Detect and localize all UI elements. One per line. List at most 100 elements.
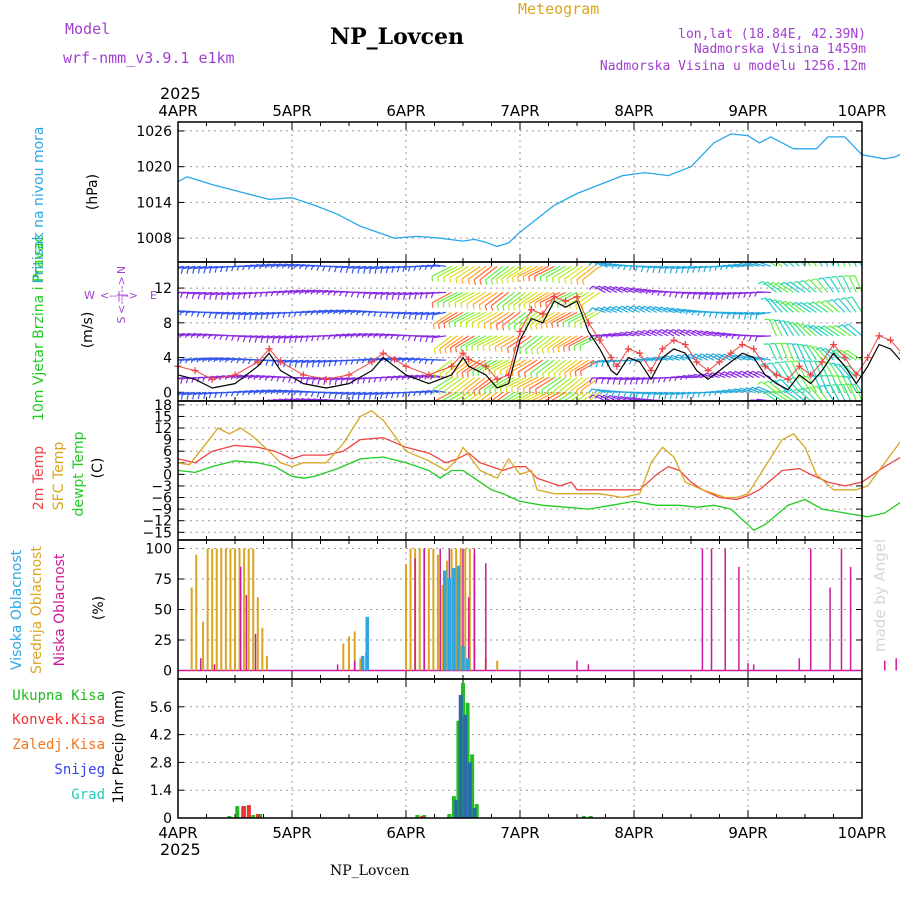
wind-barb-flag	[306, 362, 309, 368]
wind-barb	[774, 343, 783, 361]
wind-barb-flag	[207, 357, 212, 363]
wind-barb	[244, 335, 258, 338]
wind-barb-flag	[185, 358, 189, 364]
wind-barb	[547, 377, 566, 391]
meteogram-label: Meteogram	[518, 0, 599, 18]
wind-barb	[851, 296, 862, 313]
year-label-top: 2025	[160, 84, 201, 103]
wind-barb-flag	[276, 290, 280, 296]
wind-barb-flag	[658, 268, 661, 274]
wind-barb-flag	[755, 398, 758, 401]
wind-barb-flag	[719, 332, 724, 338]
wind-barb-flag	[430, 264, 434, 270]
wind-barb-flag	[288, 312, 291, 318]
wind-barb	[694, 291, 709, 295]
wind-barb-flag	[396, 334, 400, 340]
wind-barb-flag	[500, 347, 503, 353]
wind-barb	[632, 305, 646, 313]
wind-barb-flag	[350, 333, 354, 339]
wind-barb-flag	[467, 413, 468, 418]
wind-barb-flag	[203, 294, 206, 300]
wind-barb	[603, 394, 618, 401]
wind-barb	[500, 359, 521, 371]
wind-barb	[592, 307, 606, 313]
wind-barb-flag	[242, 390, 246, 396]
wind-barb	[551, 291, 572, 303]
wind-barb-flag	[693, 403, 694, 408]
wind-barb-flag	[338, 333, 343, 339]
wind-barb-flag	[226, 294, 229, 300]
wind-barb-flag	[299, 378, 303, 384]
wind-barb-flag	[785, 281, 791, 286]
wind-barb-flag	[438, 389, 441, 395]
wind-barb-flag	[594, 394, 599, 399]
wind-barb	[495, 391, 509, 401]
cloud-high-ylabel: Visoka Oblacnost	[9, 549, 25, 670]
wind-barb-flag	[697, 267, 701, 273]
compass-arrows-horizontal: <--|-->	[100, 289, 138, 302]
wind-barb-flag	[719, 265, 724, 271]
wind-barb-flag	[237, 336, 240, 342]
wind-barb	[800, 376, 812, 393]
wind-barb	[478, 291, 498, 306]
wind-barb-flag	[396, 392, 400, 398]
wind-barb-flag	[367, 311, 371, 317]
wind-barb-flag	[408, 294, 411, 300]
wind-barb	[671, 307, 686, 313]
wind-barb-flag	[646, 267, 650, 273]
wind-barb	[536, 335, 555, 350]
wind-barb-flag	[433, 373, 436, 379]
wind-barb-flag	[243, 402, 245, 407]
elevation-text: Nadmorska Visina 1459m	[694, 42, 866, 57]
cloud-bar	[359, 658, 362, 671]
wind-barb-flag	[288, 337, 292, 343]
wind-barb-flag	[714, 390, 718, 396]
wind-barb-flag	[444, 348, 447, 354]
precip-bar	[470, 754, 475, 818]
wind-barb	[546, 311, 566, 324]
wind-barb	[509, 391, 527, 401]
wind-barb	[488, 359, 509, 371]
cloud-bar	[496, 660, 499, 671]
wind-barb	[803, 387, 817, 401]
wind-barb-flag	[703, 294, 707, 300]
wind-barb-flag	[605, 285, 611, 291]
wind-barb	[830, 262, 835, 267]
wind-barb	[290, 359, 304, 363]
wind-barb-flag	[651, 356, 656, 362]
wind-barb-flag	[293, 390, 297, 396]
wind-barb-flag	[407, 391, 411, 397]
wind-barb	[250, 311, 264, 316]
wind-barb	[490, 400, 492, 401]
wind-barb-flag	[775, 300, 781, 304]
wind-barb	[449, 265, 470, 279]
wind-barb-flag	[438, 403, 439, 408]
wind-barb-flag	[640, 266, 644, 273]
wind-barb-flag	[569, 371, 572, 378]
wind-barb-flag	[766, 362, 772, 365]
wind-barb	[591, 388, 606, 393]
wind-barb	[745, 387, 760, 393]
wind-barb	[410, 291, 424, 296]
wind-barb	[404, 311, 418, 315]
wind-barb-flag	[345, 360, 348, 366]
cloud-bar	[353, 631, 356, 671]
wind-barb	[557, 291, 578, 304]
y-tick-label: 9	[163, 433, 172, 449]
wind-barb	[507, 311, 527, 327]
wind-barb-flag	[367, 333, 371, 339]
wind-barb	[836, 262, 840, 267]
wind-barb	[615, 305, 629, 313]
wind-barb	[643, 288, 657, 293]
wind-barb-flag	[748, 292, 752, 298]
wind-barb-flag	[755, 314, 758, 320]
wind-barb	[587, 400, 589, 401]
wind-barb	[485, 265, 504, 281]
wind-barb	[812, 262, 817, 267]
compass-arrows: <--|-->	[115, 276, 128, 314]
wind-barb-flag	[357, 378, 360, 384]
wind-barb-flag	[407, 335, 411, 341]
wind-barb	[178, 266, 179, 267]
wind-barb-flag	[259, 375, 263, 381]
wind-barb-flag	[357, 268, 360, 274]
